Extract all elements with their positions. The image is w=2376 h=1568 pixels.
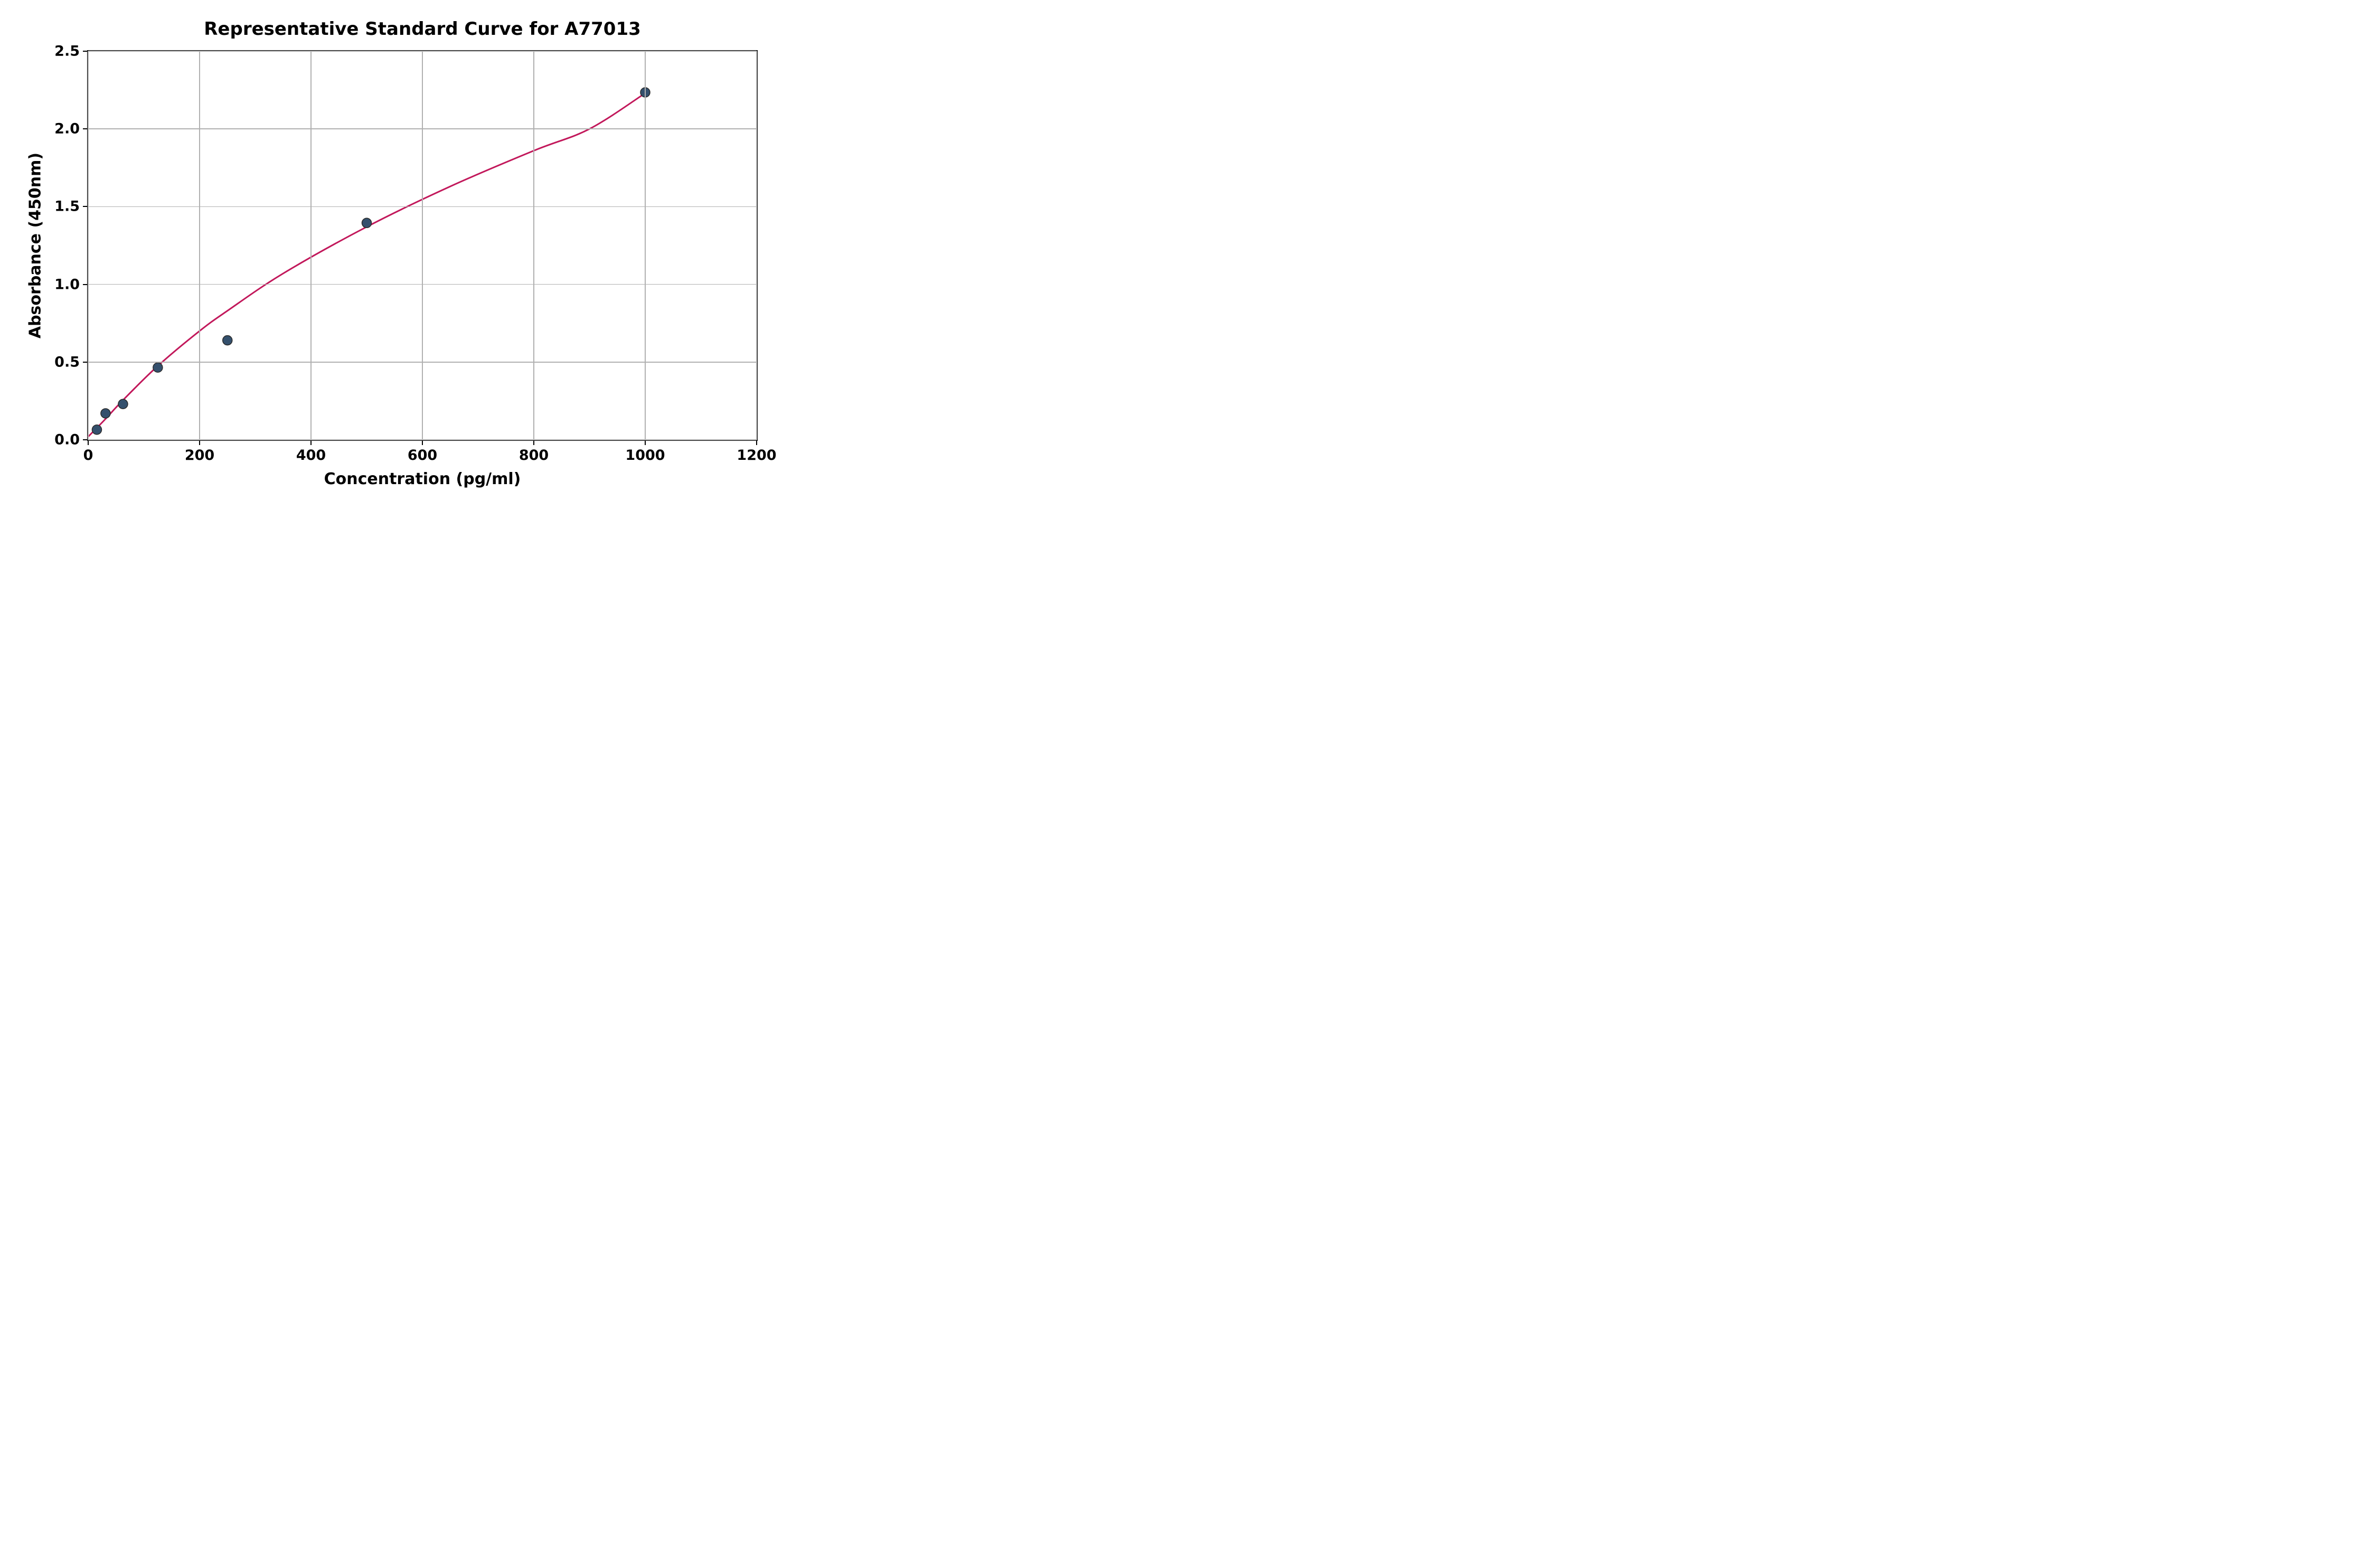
scatter-point [92,425,101,434]
y-tick-mark [83,439,87,440]
x-tick-label: 1200 [737,447,776,464]
grid-line-horizontal [88,362,757,363]
grid-line-vertical [756,51,757,440]
y-tick-mark [83,206,87,207]
grid-line-horizontal [88,206,757,207]
x-tick-label: 400 [296,447,326,464]
y-axis-label: Absorbance (450nm) [26,153,45,338]
y-tick-label: 1.5 [54,199,80,215]
grid-line-horizontal [88,284,757,285]
scatter-point [362,218,372,228]
x-tick-mark [310,441,312,445]
y-tick-label: 2.5 [54,43,80,60]
x-axis-label: Concentration (pg/ml) [324,470,521,488]
y-tick-label: 2.0 [54,121,80,137]
x-tick-mark [199,441,200,445]
x-tick-label: 600 [408,447,437,464]
x-tick-mark [756,441,757,445]
y-tick-mark [83,51,87,52]
y-tick-label: 0.0 [54,432,80,448]
scatter-point [101,409,110,418]
scatter-point [153,363,163,372]
scatter-point [118,399,128,409]
x-tick-mark [422,441,423,445]
grid-line-horizontal [88,128,757,129]
grid-line-vertical [310,51,312,440]
y-tick-mark [83,128,87,129]
x-tick-label: 800 [519,447,549,464]
grid-line-vertical [199,51,200,440]
x-tick-label: 1000 [625,447,665,464]
grid-line-horizontal [88,439,757,440]
y-tick-mark [83,362,87,363]
grid-line-vertical [88,51,89,440]
x-tick-label: 200 [185,447,214,464]
scatter-point [223,336,232,345]
fit-curve [88,93,645,437]
x-tick-mark [88,441,89,445]
x-tick-mark [533,441,534,445]
y-tick-label: 1.0 [54,276,80,292]
grid-line-vertical [645,51,646,440]
chart-title: Representative Standard Curve for A77013 [204,18,641,40]
y-tick-label: 0.5 [54,354,80,370]
figure: Representative Standard Curve for A77013… [0,0,792,523]
grid-line-vertical [422,51,423,440]
plot-area [87,50,758,441]
grid-line-horizontal [88,51,757,52]
grid-line-vertical [533,51,534,440]
x-tick-mark [645,441,646,445]
y-tick-mark [83,284,87,285]
x-tick-label: 0 [83,447,93,464]
